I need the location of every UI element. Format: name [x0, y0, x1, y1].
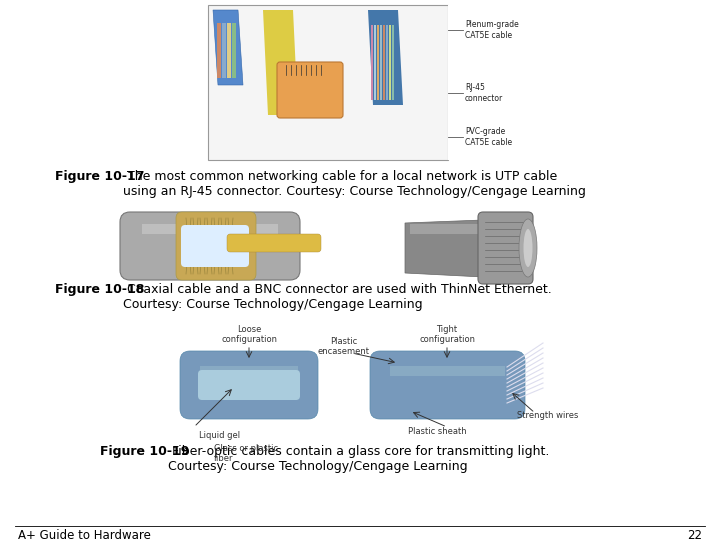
- Text: Strength wires: Strength wires: [517, 411, 578, 420]
- Bar: [374, 25, 376, 100]
- Bar: [208, 5, 448, 160]
- Text: Coaxial cable and a BNC connector are used with ThinNet Ethernet.
Courtesy: Cour: Coaxial cable and a BNC connector are us…: [123, 283, 552, 311]
- Bar: [390, 366, 505, 376]
- FancyBboxPatch shape: [198, 370, 300, 400]
- Bar: [377, 25, 379, 100]
- FancyBboxPatch shape: [180, 351, 318, 419]
- Text: Plastic sheath: Plastic sheath: [408, 427, 467, 436]
- Text: Loose
configuration: Loose configuration: [221, 325, 277, 345]
- Text: Figure 10-17: Figure 10-17: [55, 170, 145, 183]
- Polygon shape: [213, 10, 243, 85]
- Text: Glass or plastic
fiber: Glass or plastic fiber: [214, 444, 278, 463]
- FancyBboxPatch shape: [277, 62, 343, 118]
- Ellipse shape: [519, 219, 537, 277]
- Text: A+ Guide to Hardware: A+ Guide to Hardware: [18, 529, 151, 540]
- Text: Tight
configuration: Tight configuration: [419, 325, 475, 345]
- Polygon shape: [405, 220, 483, 277]
- Text: Plastic
encasement: Plastic encasement: [318, 337, 370, 356]
- FancyBboxPatch shape: [227, 234, 321, 252]
- Text: 22: 22: [687, 529, 702, 540]
- Bar: [386, 25, 388, 100]
- FancyBboxPatch shape: [478, 212, 533, 284]
- FancyBboxPatch shape: [370, 351, 525, 419]
- FancyBboxPatch shape: [176, 212, 256, 280]
- Ellipse shape: [523, 229, 533, 267]
- Text: Fiber-optic cables contain a glass core for transmitting light.
Courtesy: Course: Fiber-optic cables contain a glass core …: [168, 445, 549, 473]
- Bar: [232, 23, 236, 78]
- Text: Liquid gel: Liquid gel: [199, 431, 240, 440]
- Text: Figure 10-18: Figure 10-18: [55, 283, 145, 296]
- FancyBboxPatch shape: [120, 212, 300, 280]
- Text: The most common networking cable for a local network is UTP cable
using an RJ-45: The most common networking cable for a l…: [123, 170, 586, 198]
- Text: Plenum-grade
CAT5E cable: Plenum-grade CAT5E cable: [465, 20, 518, 40]
- Bar: [448, 5, 523, 160]
- Polygon shape: [368, 10, 403, 105]
- Bar: [383, 25, 385, 100]
- Bar: [389, 25, 391, 100]
- Bar: [392, 25, 394, 100]
- Bar: [142, 224, 278, 234]
- Bar: [410, 224, 478, 234]
- FancyBboxPatch shape: [181, 225, 249, 267]
- Text: PVC-grade
CAT5E cable: PVC-grade CAT5E cable: [465, 127, 512, 147]
- Bar: [222, 23, 226, 78]
- Bar: [380, 25, 382, 100]
- Bar: [227, 23, 231, 78]
- Polygon shape: [263, 10, 298, 115]
- Text: Figure 10-19: Figure 10-19: [100, 445, 189, 458]
- Bar: [371, 25, 373, 100]
- Bar: [217, 23, 221, 78]
- Text: RJ-45
connector: RJ-45 connector: [465, 83, 503, 103]
- Bar: [200, 366, 298, 376]
